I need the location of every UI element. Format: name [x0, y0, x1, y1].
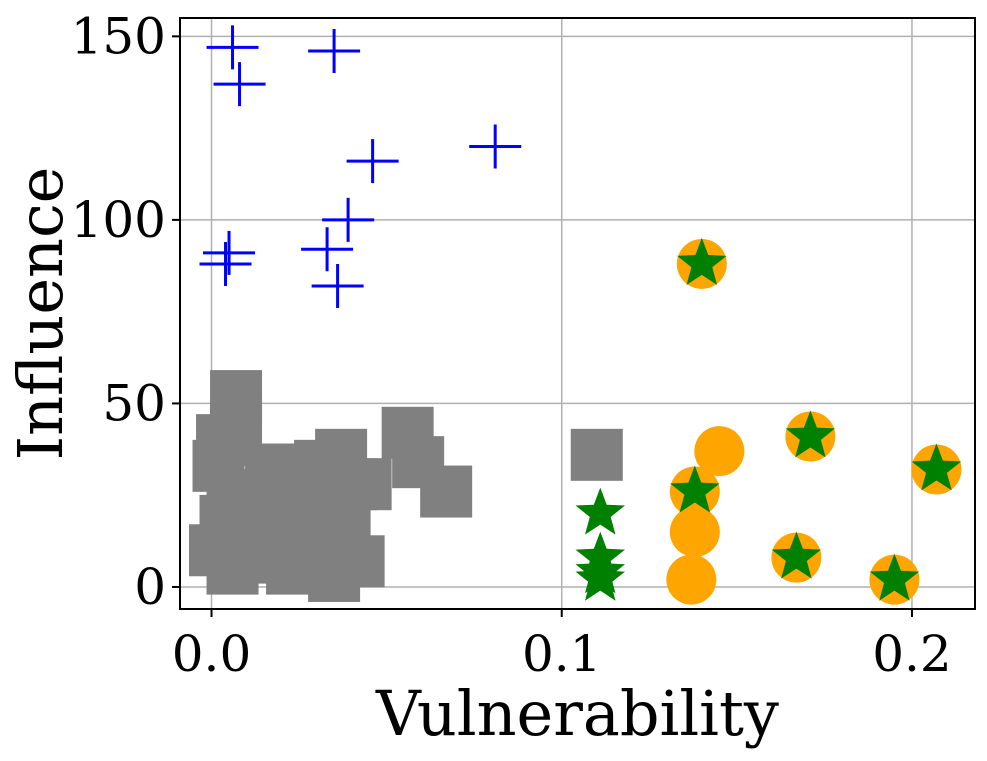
plus-point	[199, 241, 252, 286]
circle-point	[666, 554, 717, 605]
plus-point	[311, 263, 364, 308]
square-point	[570, 428, 623, 481]
circle-point	[694, 426, 745, 477]
ticks-layer: 0.0 0.1 0.2 0 50 100 150	[71, 7, 952, 683]
plus-point	[301, 227, 354, 272]
marks-layer	[189, 25, 962, 605]
plus-point	[203, 230, 256, 275]
circle-point	[669, 506, 720, 557]
plus-point	[206, 25, 259, 70]
plus-point	[213, 62, 266, 107]
x-axis-label: Vulnerability	[375, 677, 779, 750]
plus-point	[469, 124, 522, 169]
star-point	[677, 237, 727, 285]
star-point	[911, 443, 962, 491]
square-point	[339, 458, 392, 511]
square-point	[420, 465, 473, 518]
x-tick-label: 0.1	[522, 625, 602, 683]
plus-point	[322, 197, 375, 242]
star-point	[785, 410, 836, 458]
x-tick-label: 0.2	[872, 625, 952, 683]
square-point	[332, 535, 385, 588]
star-point	[869, 553, 920, 601]
star-point	[575, 487, 625, 535]
star-point	[771, 531, 822, 579]
y-axis-label: Influence	[4, 167, 77, 461]
plus-point	[308, 29, 361, 74]
y-tick-label: 0	[134, 558, 166, 616]
star-point	[670, 465, 720, 513]
y-tick-label: 50	[102, 374, 166, 432]
y-tick-label: 100	[71, 191, 166, 249]
plot-frame	[179, 17, 976, 610]
star-point	[575, 553, 625, 601]
x-tick-label: 0.0	[172, 625, 252, 683]
plus-point	[346, 139, 399, 184]
y-tick-label: 150	[71, 7, 166, 65]
